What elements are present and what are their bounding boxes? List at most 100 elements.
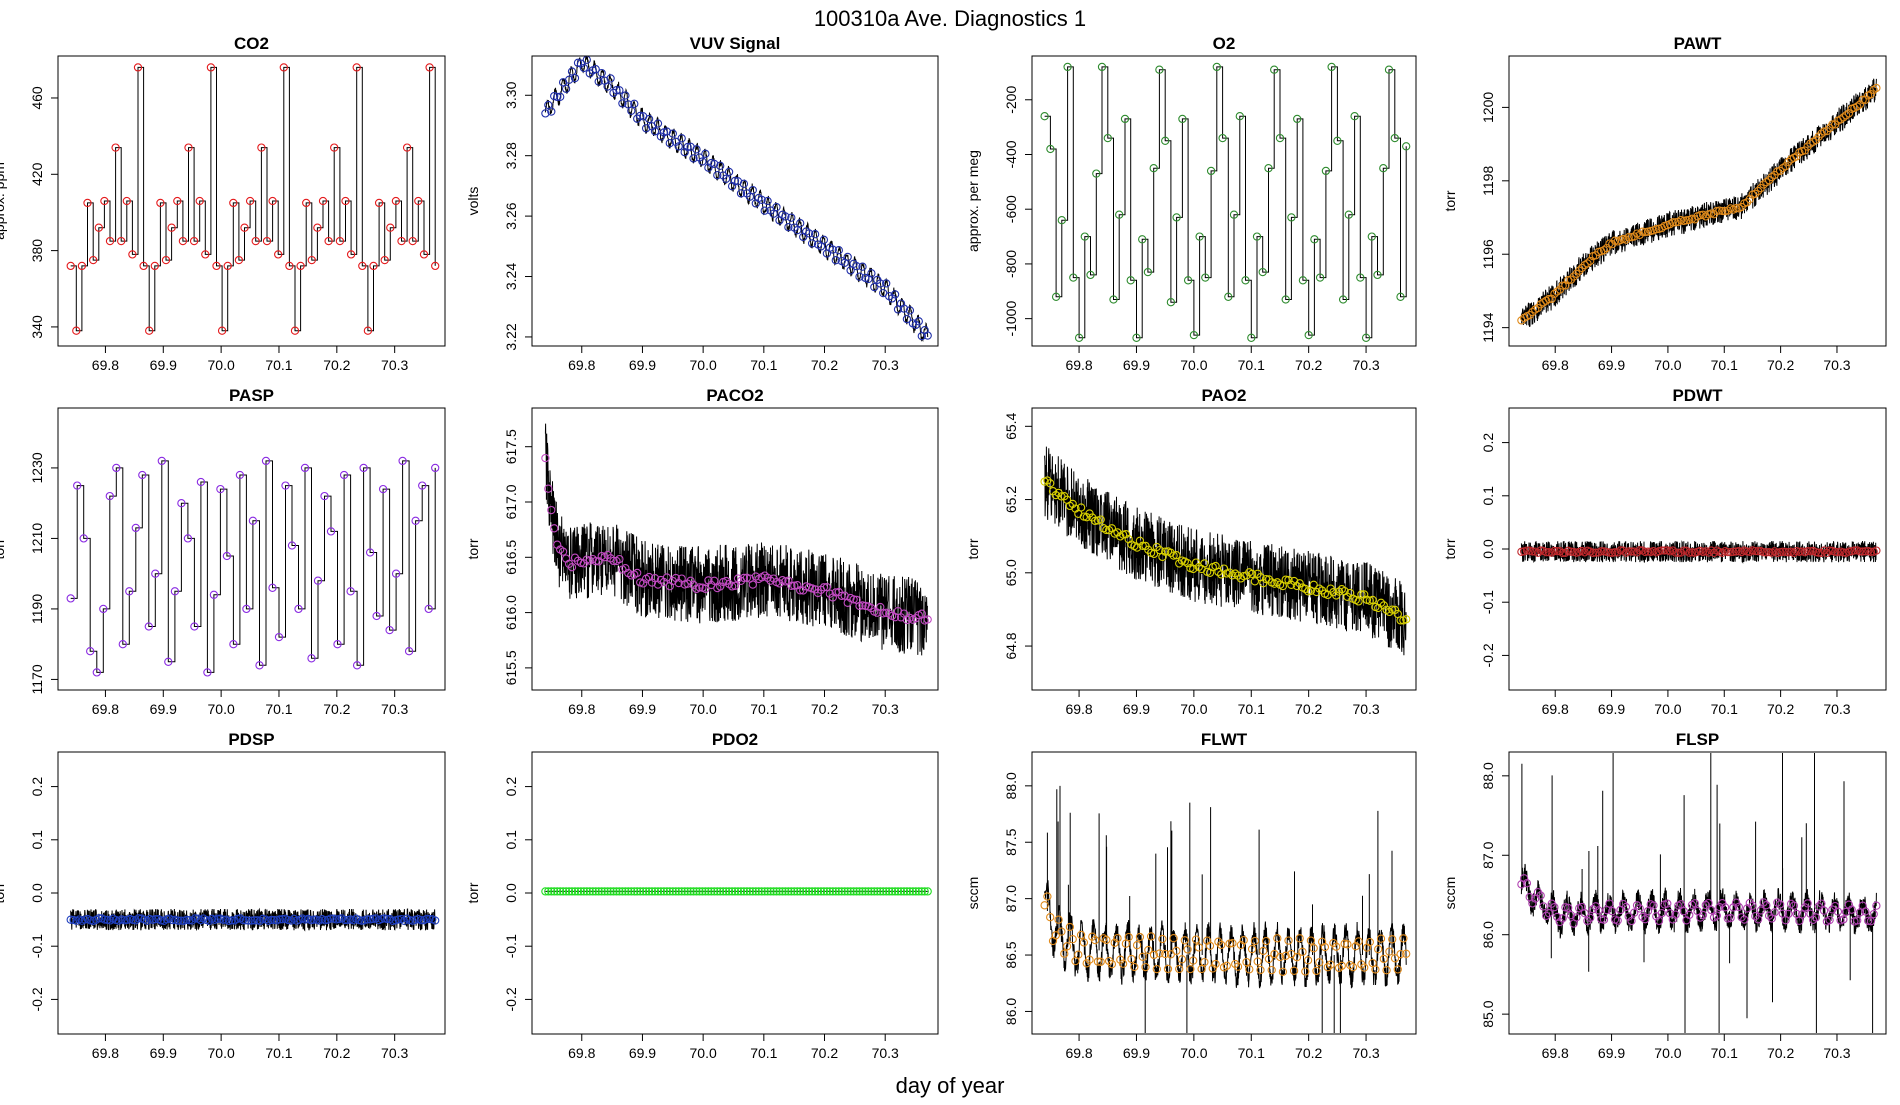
data-point: [1775, 900, 1785, 909]
data-point: [1354, 597, 1363, 606]
x-tick-label: 70.2: [1767, 701, 1794, 717]
y-tick-label: -0.2: [29, 987, 45, 1011]
x-tick-label: 70.0: [1180, 701, 1207, 717]
y-tick-label: -200: [1003, 86, 1019, 114]
data-point: [1539, 902, 1548, 911]
data-point: [1690, 899, 1699, 908]
data-point: [425, 914, 434, 924]
data-point: [757, 887, 766, 896]
data-point: [1130, 962, 1139, 972]
y-tick-label: 0.2: [29, 777, 45, 797]
data-point: [1808, 915, 1818, 924]
data-point: [1723, 206, 1732, 215]
data-point: [1127, 954, 1136, 964]
data-point: [1115, 210, 1124, 219]
data-point: [332, 915, 341, 924]
data-point: [1146, 932, 1156, 941]
plot-frame: [1508, 55, 1887, 347]
data-point: [391, 196, 401, 206]
data-point: [72, 326, 81, 335]
data-point: [1289, 966, 1299, 975]
x-tick-label: 70.0: [208, 1045, 235, 1061]
data-point: [1553, 912, 1562, 922]
data-point: [1789, 901, 1799, 910]
data-point: [1781, 547, 1790, 557]
data-point: [1756, 906, 1765, 915]
data-point: [914, 317, 923, 326]
data-point: [1289, 576, 1299, 586]
data-point: [238, 915, 248, 925]
data-point: [1624, 912, 1633, 921]
data-point: [190, 914, 200, 923]
x-tick-label: 69.9: [1598, 357, 1625, 373]
data-point: [867, 887, 876, 896]
data-point: [1382, 966, 1391, 975]
panel-pdwt: PDWT torr 69.8 69.9 70.0 70.1 70.2 70.3 -0.2 -0.1…: [1442, 386, 1887, 717]
data-point: [94, 223, 103, 232]
data-point: [161, 255, 171, 265]
x-tick-label: 69.8: [1065, 701, 1092, 717]
data-point: [324, 236, 333, 246]
data-point: [793, 887, 802, 896]
data-point: [716, 161, 725, 170]
y-axis-label: sccm: [965, 877, 981, 910]
data-point: [656, 887, 666, 896]
data-point: [1241, 276, 1250, 285]
data-point: [1155, 65, 1164, 74]
data-point: [105, 491, 114, 501]
data-point: [1376, 598, 1386, 607]
data-point: [1402, 142, 1411, 151]
data-point: [1402, 949, 1411, 958]
data-point: [341, 196, 350, 206]
data-point: [105, 236, 115, 246]
data-point: [1113, 934, 1122, 943]
y-axis-label: torr: [465, 538, 481, 559]
data-point: [1668, 915, 1677, 924]
data-point: [1602, 243, 1611, 253]
data-point: [309, 915, 318, 924]
data-point: [1797, 910, 1807, 919]
data-point: [224, 916, 234, 926]
data-point: [1343, 940, 1352, 949]
y-tick-label: -0.1: [503, 934, 519, 958]
data-point: [313, 576, 323, 585]
data-point: [704, 163, 713, 172]
data-point: [1839, 915, 1848, 924]
data-point: [1676, 900, 1686, 909]
data-point: [683, 887, 692, 896]
data-point: [739, 179, 749, 188]
data-point: [784, 887, 793, 896]
data-point: [1166, 548, 1175, 557]
data-point: [1784, 909, 1793, 919]
data-point: [618, 99, 627, 108]
data-point: [1351, 942, 1360, 951]
panel-title: PDSP: [228, 730, 274, 749]
data-point: [111, 143, 120, 152]
data-point: [1309, 580, 1318, 589]
data-point: [1177, 955, 1187, 964]
panel-title: CO2: [234, 34, 269, 53]
data-point: [641, 887, 651, 896]
data-point: [425, 63, 434, 72]
data-point: [1643, 547, 1653, 556]
data-point: [1384, 65, 1394, 74]
data-point: [369, 261, 378, 271]
y-axis-label: torr: [965, 538, 981, 559]
data-point: [326, 527, 336, 536]
panel-title: PASP: [229, 386, 274, 405]
data-point: [1321, 166, 1331, 176]
data-point: [1264, 954, 1274, 964]
data-point: [178, 236, 188, 246]
x-tick-label: 70.3: [381, 1045, 408, 1061]
data-point: [1748, 901, 1757, 910]
data-point: [544, 887, 553, 896]
data-point: [1231, 959, 1240, 969]
data-point: [665, 887, 674, 896]
data-point: [184, 143, 193, 152]
data-point: [1259, 579, 1268, 588]
data-point: [133, 63, 143, 72]
data-point: [418, 481, 427, 490]
data-point: [873, 887, 882, 896]
data-point: [864, 887, 873, 896]
data-point: [819, 887, 829, 896]
